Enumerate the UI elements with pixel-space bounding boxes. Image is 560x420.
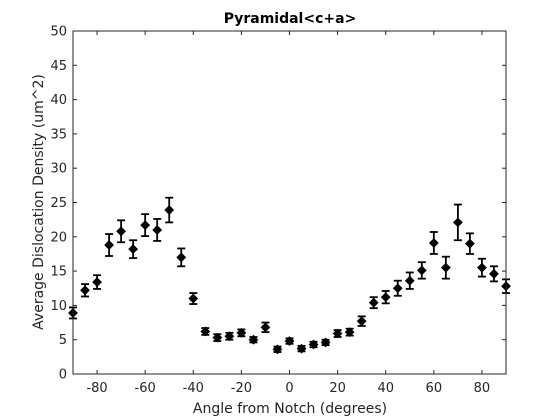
y-tick-label: 5 <box>59 333 67 348</box>
x-tick-label: 0 <box>285 381 293 396</box>
data-point <box>392 283 403 294</box>
data-point <box>416 265 427 276</box>
data-point <box>465 238 475 249</box>
y-tick-label: 10 <box>50 299 67 314</box>
data-point <box>320 337 331 348</box>
data-point <box>236 327 247 338</box>
x-tick-label: -80 <box>86 381 107 396</box>
data-point <box>404 275 415 286</box>
data-point <box>164 205 175 215</box>
data-point <box>128 244 139 255</box>
y-tick-label: 50 <box>50 25 67 40</box>
x-tick-label: -60 <box>135 381 156 396</box>
y-tick-label: 35 <box>50 127 67 142</box>
x-tick-label: 20 <box>329 381 346 396</box>
axes: -80 -60 -40 -20 0 20 40 60 80 0 5 10 15 20 25 30 35 40 45 5… <box>50 25 507 396</box>
data-point <box>428 238 439 248</box>
data-point <box>200 326 211 337</box>
y-tick-label: 0 <box>59 368 67 383</box>
data-point <box>104 240 114 250</box>
data-point <box>188 293 199 304</box>
y-tick-label: 20 <box>50 230 67 245</box>
data-point <box>176 252 187 263</box>
x-tick-label: 60 <box>426 381 443 396</box>
data-markers <box>68 205 511 355</box>
data-point <box>296 343 307 354</box>
x-tick-label: 40 <box>377 381 394 396</box>
data-point <box>92 277 102 287</box>
data-point <box>380 292 391 303</box>
data-point <box>452 217 463 228</box>
y-tick-label: 25 <box>50 196 67 211</box>
data-point <box>332 328 343 339</box>
y-tick-label: 30 <box>50 162 67 177</box>
y-axis-label: Average Dislocation Density (um^2) <box>31 74 47 330</box>
data-point <box>140 220 151 231</box>
data-point <box>477 262 487 273</box>
data-point <box>224 331 235 342</box>
data-point <box>368 297 379 308</box>
data-point <box>344 327 355 338</box>
y-tick-label: 40 <box>50 93 67 108</box>
data-point <box>80 285 90 296</box>
data-point <box>489 268 499 279</box>
x-axis-label: Angle from Notch (degrees) <box>193 401 387 417</box>
chart-title: Pyramidal<c+a> <box>224 11 357 27</box>
data-point <box>272 344 283 355</box>
plot-background <box>73 31 506 374</box>
y-tick-label: 15 <box>50 265 67 280</box>
data-point <box>356 316 367 327</box>
x-tick-label: -20 <box>231 381 252 396</box>
data-point <box>284 336 295 346</box>
x-tick-label: -40 <box>183 381 204 396</box>
data-point <box>308 339 319 350</box>
data-point <box>248 334 259 345</box>
data-point <box>212 332 223 343</box>
data-point <box>440 262 451 273</box>
plot-area <box>73 31 506 374</box>
x-tick-label: 80 <box>474 381 491 396</box>
data-point <box>260 322 271 333</box>
y-tick-label: 45 <box>50 59 67 74</box>
data-point <box>116 226 127 237</box>
data-point <box>152 225 163 235</box>
